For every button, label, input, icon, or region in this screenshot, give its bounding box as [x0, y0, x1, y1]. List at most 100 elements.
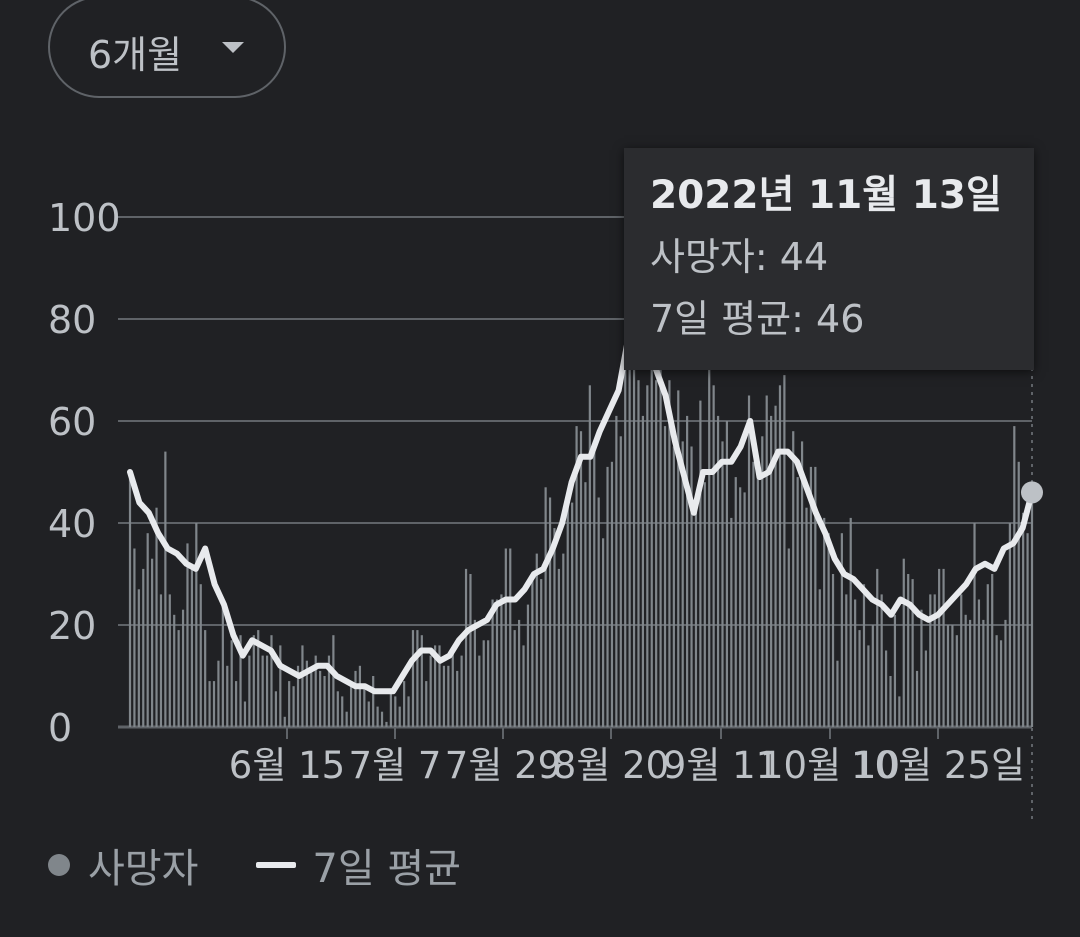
deaths-bar: [668, 380, 671, 727]
deaths-bar: [487, 640, 490, 727]
deaths-bar: [186, 543, 189, 727]
deaths-bar: [447, 665, 450, 727]
deaths-bar: [836, 660, 839, 727]
deaths-bar: [991, 574, 994, 727]
deaths-bar: [460, 655, 463, 727]
deaths-bar: [292, 686, 295, 727]
legend-deaths[interactable]: 사망자: [48, 836, 198, 894]
deaths-bar: [177, 630, 180, 727]
deaths-bar: [544, 487, 547, 727]
deaths-bar: [884, 650, 888, 727]
deaths-bar: [831, 574, 835, 727]
deaths-bar: [672, 446, 675, 727]
deaths-bar: [128, 472, 132, 727]
x-tick-label: 8월 20: [553, 744, 669, 787]
legend-avg[interactable]: 7일 평균: [256, 836, 461, 894]
deaths-bar: [456, 670, 459, 727]
deaths-bar: [818, 589, 821, 727]
deaths-bar: [336, 691, 339, 727]
deaths-bar: [265, 655, 269, 727]
deaths-bar: [142, 568, 145, 727]
hover-tooltip: 2022년 11월 13일 사망자: 44 7일 평균: 46: [624, 148, 1034, 370]
deaths-bar: [1004, 619, 1007, 727]
time-range-label: 6개월: [88, 33, 183, 77]
highlight-point: [1021, 481, 1043, 504]
deaths-bar: [862, 584, 866, 727]
deaths-bar: [712, 385, 715, 727]
deaths-bar: [438, 645, 441, 727]
tooltip-deaths: 사망자: 44: [650, 235, 829, 279]
deaths-bar: [407, 696, 410, 727]
deaths-bar: [968, 619, 972, 727]
deaths-bar: [173, 614, 176, 727]
avg-line: [127, 316, 1035, 695]
deaths-bar: [840, 533, 843, 727]
deaths-bar: [951, 625, 954, 727]
time-range-dropdown[interactable]: 6개월: [48, 0, 286, 98]
deaths-bar: [425, 681, 428, 727]
deaths-bar: [385, 721, 388, 727]
deaths-bar: [765, 395, 768, 727]
deaths-bar: [261, 655, 264, 727]
deaths-bar: [946, 625, 950, 727]
deaths-bar: [942, 568, 945, 727]
deaths-bar: [248, 655, 251, 727]
deaths-bar: [146, 533, 149, 727]
deaths-bar: [938, 568, 941, 727]
deaths-bar: [363, 686, 366, 727]
deaths-bar: [721, 441, 724, 727]
deaths-bar: [243, 701, 247, 727]
deaths-bar: [845, 594, 848, 727]
deaths-bar: [593, 451, 596, 727]
deaths-bar: [902, 558, 905, 727]
deaths-bar: [389, 691, 392, 727]
deaths-bar: [252, 635, 255, 727]
deaths-bar: [416, 630, 419, 727]
deaths-bar: [677, 390, 680, 727]
tooltip-avg: 7일 평균: 46: [650, 297, 865, 341]
deaths-bar: [770, 415, 773, 727]
deaths-bar: [553, 528, 556, 727]
deaths-bar: [473, 619, 476, 727]
deaths-bar: [517, 619, 521, 727]
y-tick-label: 20: [48, 604, 96, 648]
deaths-bar: [898, 696, 901, 727]
deaths-bar: [319, 670, 322, 727]
deaths-bar: [703, 482, 706, 727]
deaths-bar: [907, 574, 910, 727]
deaths-bar: [686, 415, 689, 727]
deaths-bar: [358, 665, 362, 727]
deaths-bar: [283, 716, 286, 727]
deaths-bar: [610, 461, 614, 727]
deaths-bar: [659, 370, 662, 727]
x-tick-label: 6월 15: [229, 744, 345, 787]
deaths-bar: [469, 574, 472, 727]
deaths-bar: [752, 461, 755, 727]
deaths-bar: [734, 477, 737, 727]
deaths-bar: [624, 303, 627, 727]
deaths-bar: [133, 548, 136, 727]
deaths-bar: [761, 436, 764, 727]
avg-line-layer: [127, 316, 1043, 695]
deaths-bar: [783, 375, 786, 727]
deaths-bar: [367, 701, 370, 727]
deaths-bar: [1013, 426, 1016, 727]
deaths-bar: [699, 400, 702, 727]
deaths-bar: [208, 681, 211, 727]
deaths-bar: [376, 706, 379, 727]
deaths-bar: [526, 604, 530, 727]
deaths-bar: [164, 451, 167, 727]
x-tick-label: 10월 10: [760, 744, 900, 787]
deaths-bar: [1017, 461, 1020, 727]
deaths-bar: [792, 431, 795, 727]
deaths-bar: [663, 426, 667, 727]
deaths-bar: [270, 635, 273, 727]
deaths-bar: [681, 441, 684, 727]
deaths-bar: [929, 594, 932, 727]
x-tick-label: 10월 25일: [851, 744, 1025, 787]
deaths-bar: [411, 630, 415, 727]
deaths-bar: [1022, 512, 1025, 727]
deaths-bar: [849, 517, 852, 727]
deaths-bar: [960, 594, 963, 727]
